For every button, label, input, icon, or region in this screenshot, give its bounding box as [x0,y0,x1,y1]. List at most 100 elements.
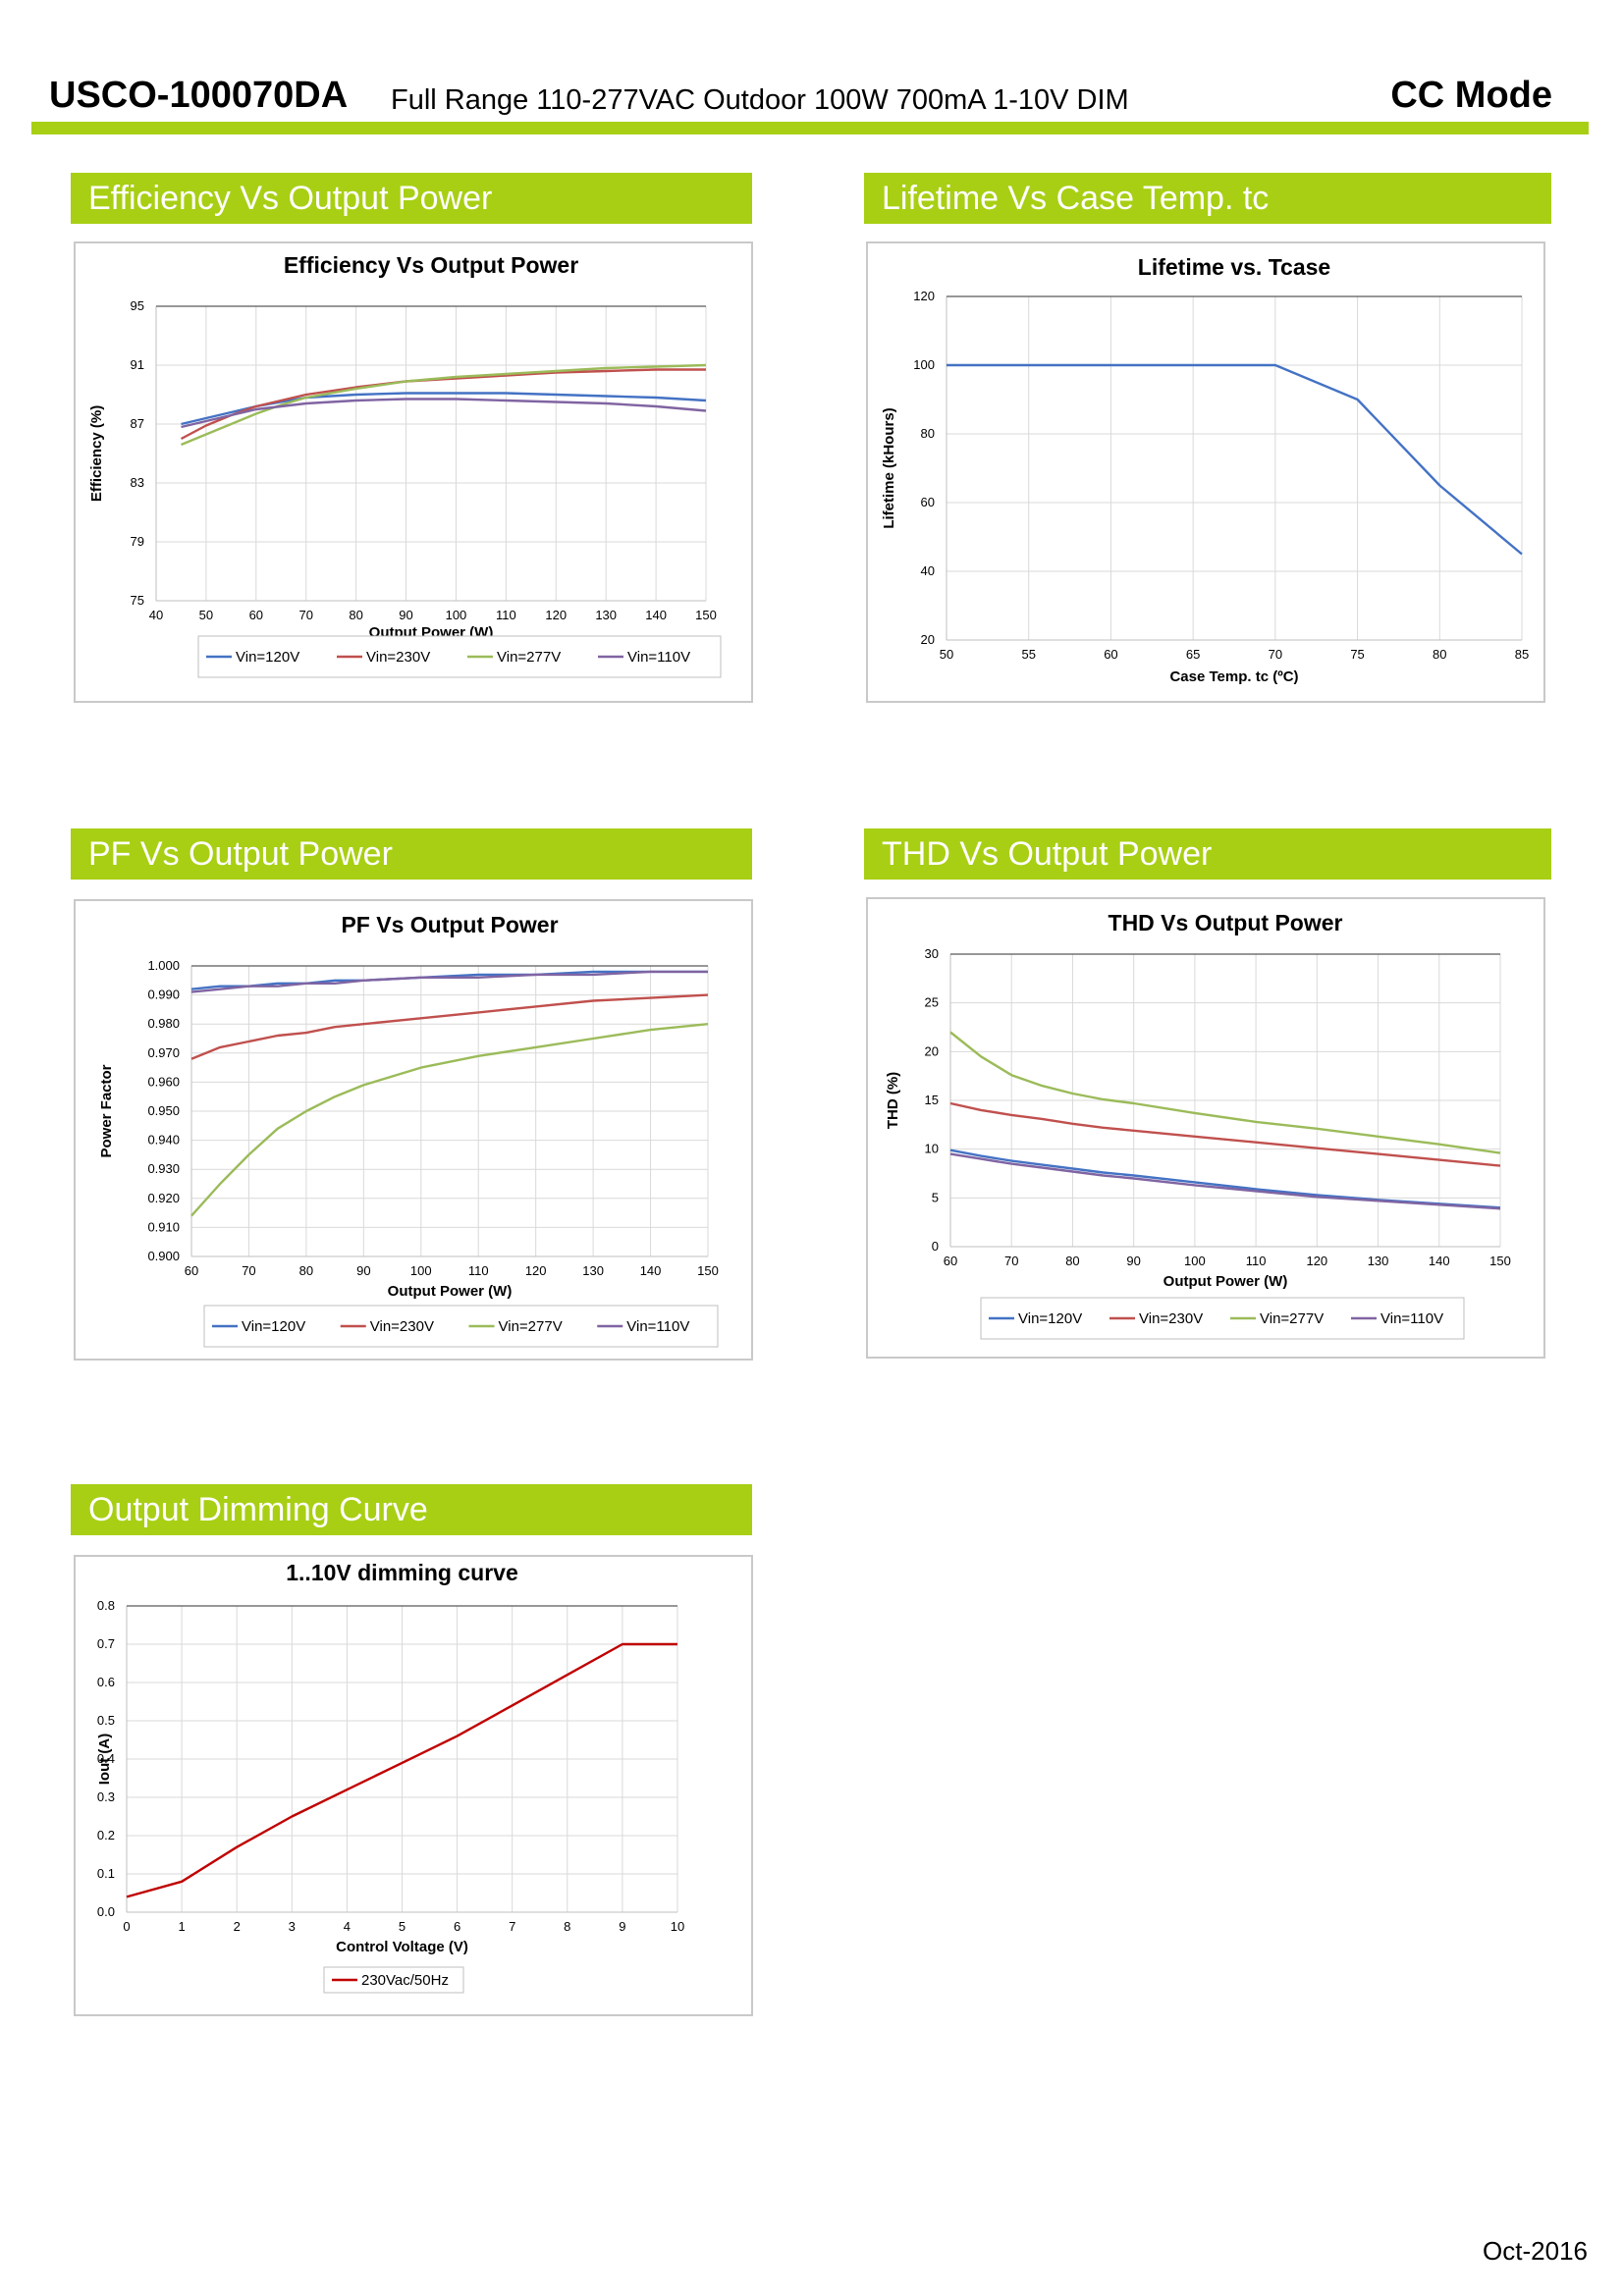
y-tick-label: 75 [131,593,144,608]
x-tick-label: 70 [1269,647,1282,662]
x-tick-label: 40 [149,608,163,622]
x-axis-label: Control Voltage (V) [336,1939,468,1955]
y-tick-label: 91 [131,357,144,372]
y-axis-label: Lifetime (kHours) [881,407,897,528]
x-tick-label: 60 [185,1263,198,1278]
series-line [181,363,707,447]
y-tick-label: 0.2 [97,1828,115,1842]
series-line [949,1152,1501,1210]
legend-label: Vin=230V [370,1318,434,1335]
x-tick-label: 120 [1306,1254,1327,1268]
series-line [949,1101,1501,1167]
x-tick-label: 80 [1065,1254,1079,1268]
x-tick-label: 70 [242,1263,255,1278]
series-line [190,970,708,993]
lifetime-chart: Lifetime vs. Tcase 50 55 60 65 70 75 80 85 20 40 60… [881,254,1529,685]
x-tick-label: 7 [509,1919,515,1934]
x-tick-label: 150 [697,1263,719,1278]
legend-box [203,1305,719,1348]
y-tick-label: 0.910 [147,1219,180,1234]
x-tick-label: 4 [344,1919,351,1934]
y-tick-label: 15 [925,1093,939,1107]
y-tick-label: 1.000 [147,958,180,973]
footer-date: Oct-2016 [1483,2236,1588,2266]
efficiency-chart-panel: Efficiency Vs Output Power 40 50 60 70 80 90 10… [74,241,753,703]
y-tick-label: 30 [925,946,939,961]
chart-title: THD Vs Output Power [1109,910,1343,935]
y-tick-label: 0.950 [147,1103,180,1118]
model-number: USCO-100070DA [49,75,349,116]
thd-chart-panel: THD Vs Output Power 60 70 80 90 100 110 120 130 1… [866,897,1545,1359]
x-tick-label: 75 [1350,647,1364,662]
legend-label: Vin=230V [366,649,430,666]
y-tick-label: 25 [925,995,939,1010]
x-tick-label: 5 [399,1919,406,1934]
x-tick-label: 85 [1515,647,1529,662]
y-tick-label: 0.930 [147,1161,180,1176]
x-tick-label: 90 [399,608,412,622]
x-tick-label: 65 [1186,647,1200,662]
x-tick-label: 110 [1246,1254,1267,1268]
y-tick-label: 0.6 [97,1675,115,1689]
x-tick-label: 50 [940,647,953,662]
x-tick-label: 60 [944,1254,957,1268]
product-description: Full Range 110-277VAC Outdoor 100W 700mA… [391,84,1129,116]
section-title-pf: PF Vs Output Power [71,828,752,880]
chart-title: Lifetime vs. Tcase [1138,254,1330,280]
x-tick-label: 130 [1368,1254,1389,1268]
x-tick-label: 9 [619,1919,625,1934]
legend-label: Vin=110V [626,1318,689,1335]
series-line [947,363,1523,556]
legend-label: Vin=120V [236,649,299,666]
legend-label: Vin=277V [497,649,561,666]
section-title-thd: THD Vs Output Power [864,828,1551,880]
x-tick-label: 80 [349,608,362,622]
lifetime-chart-panel: Lifetime vs. Tcase 50 55 60 65 70 75 80 85 20 40 60… [866,241,1545,703]
x-tick-label: 1 [178,1919,185,1934]
x-tick-label: 80 [299,1263,313,1278]
y-tick-label: 0.970 [147,1045,180,1060]
legend-label: Vin=230V [1139,1310,1203,1327]
y-tick-label: 5 [932,1190,939,1204]
y-tick-label: 0.1 [97,1866,115,1881]
x-tick-label: 60 [1104,647,1117,662]
y-axis-label: Iout (A) [96,1734,113,1785]
dimming-chart-panel: 1..10V dimming curve 0 1 2 3 4 5 6 7 8 9 10 0.0 0.1 0.… [74,1555,753,2016]
x-tick-label: 60 [249,608,263,622]
x-tick-label: 50 [199,608,213,622]
y-tick-label: 20 [921,632,935,647]
chart-title: 1..10V dimming curve [286,1560,517,1585]
y-tick-label: 79 [131,534,144,549]
legend-label: 230Vac/50Hz [361,1972,449,1989]
x-tick-label: 6 [454,1919,460,1934]
x-tick-label: 140 [640,1263,662,1278]
legend-label: Vin=110V [1380,1310,1443,1327]
efficiency-chart: Efficiency Vs Output Power 40 50 60 70 80 90 10… [88,252,722,678]
x-tick-label: 140 [645,608,667,622]
y-tick-label: 0.920 [147,1191,180,1205]
y-tick-label: 0 [932,1239,939,1254]
y-tick-label: 87 [131,416,144,431]
chart-title: PF Vs Output Power [341,912,558,937]
legend-label: Vin=277V [1260,1310,1324,1327]
legend-label: Vin=120V [242,1318,305,1335]
series-line [181,392,707,426]
series-line [181,398,707,429]
chart-title: Efficiency Vs Output Power [284,252,578,278]
x-tick-label: 150 [1489,1254,1511,1268]
x-tick-label: 140 [1429,1254,1450,1268]
y-tick-label: 0.960 [147,1074,180,1089]
y-tick-label: 0.7 [97,1636,115,1651]
x-axis-label: Output Power (W) [388,1283,513,1300]
y-axis-label: Efficiency (%) [88,405,105,502]
legend-box [197,635,722,678]
x-tick-label: 120 [525,1263,547,1278]
section-title-dimming: Output Dimming Curve [71,1484,752,1535]
y-tick-label: 95 [131,298,144,313]
series-line [190,1023,709,1217]
section-title-efficiency: Efficiency Vs Output Power [71,173,752,224]
legend-label: Vin=120V [1018,1310,1082,1327]
x-tick-label: 110 [496,608,516,622]
x-tick-label: 80 [1433,647,1446,662]
